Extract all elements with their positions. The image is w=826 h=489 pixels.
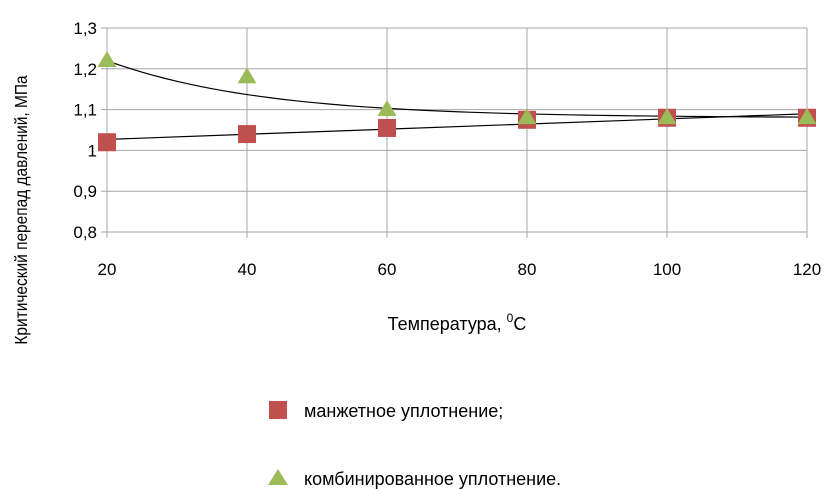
y-tick-label: 1,3 xyxy=(73,19,97,38)
x-tick-label: 40 xyxy=(238,260,257,279)
y-tick-label: 0,8 xyxy=(73,223,97,242)
x-axis-title-unit: С xyxy=(513,314,526,334)
y-tick-label: 0,9 xyxy=(73,182,97,201)
y-tick-label: 1 xyxy=(88,141,97,160)
x-axis-title: Температура, 0С xyxy=(388,311,527,334)
marker-layer xyxy=(97,51,817,152)
trendline-series-1 xyxy=(106,60,808,118)
grid-layer xyxy=(101,27,808,238)
x-axis-title-text: Температура, xyxy=(388,314,507,334)
data-point-series-1 xyxy=(797,108,817,125)
y-axis-title: Критический перепад давлений, МПа xyxy=(11,75,31,345)
tick-label-layer: 0,8 0,9 1 1,1 1,2 1,3 20 40 60 80 100 120 xyxy=(73,19,821,279)
x-axis-title-superscript: 0 xyxy=(507,311,514,325)
trendline-series-0 xyxy=(106,113,808,141)
y-tick-label: 1,1 xyxy=(73,101,97,120)
trendline-layer xyxy=(106,60,808,141)
data-point-series-0 xyxy=(238,125,256,144)
legend-marker-manzhetnoe xyxy=(269,401,287,419)
x-tick-label: 20 xyxy=(98,260,117,279)
legend-label-manzhetnoe: манжетное уплотнение; xyxy=(304,401,503,421)
y-tick-label: 1,2 xyxy=(73,60,97,79)
x-tick-label: 60 xyxy=(378,260,397,279)
data-point-series-1 xyxy=(517,108,537,125)
data-point-series-1 xyxy=(237,67,257,84)
data-point-series-1 xyxy=(97,51,117,68)
data-point-series-0 xyxy=(98,133,116,152)
data-point-series-1 xyxy=(657,108,677,125)
legend: манжетное уплотнение; комбинированное уп… xyxy=(268,401,561,489)
x-tick-label: 100 xyxy=(653,260,681,279)
data-point-series-1 xyxy=(377,100,397,116)
data-point-series-0 xyxy=(378,118,396,137)
legend-marker-kombinirovannoe xyxy=(268,469,288,485)
x-tick-label: 80 xyxy=(518,260,537,279)
x-tick-label: 120 xyxy=(793,260,821,279)
legend-label-kombinirovannoe: комбинированное уплотнение. xyxy=(304,469,561,489)
